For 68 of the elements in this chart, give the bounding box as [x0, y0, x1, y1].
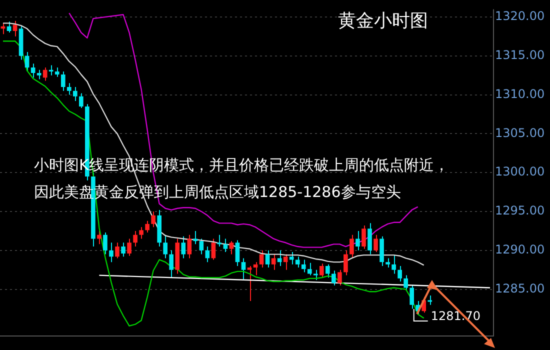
candlestick — [109, 242, 114, 263]
candlestick — [199, 238, 204, 255]
candlestick — [319, 263, 324, 278]
candlestick — [241, 258, 246, 280]
candlestick — [229, 240, 234, 255]
candlestick — [48, 64, 54, 76]
candlestick — [307, 262, 312, 276]
candlestick — [295, 256, 300, 268]
y-tick-label: 1320.00 — [495, 9, 545, 24]
candlestick — [350, 234, 354, 259]
candlestick — [374, 234, 378, 252]
candlestick — [326, 264, 330, 278]
y-tick-label: 1305.00 — [495, 126, 545, 140]
candlestick — [338, 269, 342, 286]
candlestick — [271, 254, 276, 270]
candlestick — [72, 86, 78, 102]
candlestick — [169, 250, 174, 278]
candlestick — [151, 211, 156, 228]
y-tick-label: 1285.00 — [495, 281, 545, 296]
candlestick — [380, 236, 384, 266]
candlestick — [79, 92, 84, 109]
candlestick — [313, 269, 318, 280]
candlestick — [344, 250, 348, 276]
candlestick — [163, 234, 168, 259]
candlestick — [103, 232, 108, 255]
candlestick — [66, 82, 72, 96]
candlestick — [398, 265, 402, 282]
candlestick — [145, 220, 150, 234]
candlestick — [277, 250, 282, 266]
candlestick — [392, 254, 396, 274]
candlestick — [265, 250, 270, 268]
y-tick-label: 1295.00 — [495, 204, 545, 218]
candlestick — [24, 51, 30, 72]
candlestick — [386, 258, 390, 268]
candlestick — [42, 67, 48, 82]
candlestick — [428, 295, 432, 306]
y-tick-label: 1290.00 — [495, 242, 545, 257]
candlestick — [36, 69, 42, 80]
candlestick — [356, 230, 360, 251]
candlestick — [332, 270, 336, 286]
candlestick — [121, 242, 126, 258]
candlestick — [187, 234, 192, 259]
y-tick-label: 1310.00 — [495, 86, 545, 101]
candlestick — [247, 265, 252, 302]
chart-title: 黄金小时图 — [338, 10, 428, 32]
candlestick — [289, 251, 294, 265]
candlestick — [127, 238, 132, 256]
candlestick — [133, 230, 138, 248]
candlestick — [301, 259, 306, 273]
candlestick — [181, 236, 186, 259]
candlestick — [211, 238, 216, 260]
candlestick — [259, 250, 264, 268]
candlestick — [235, 240, 240, 266]
candlestick — [368, 222, 372, 255]
candlestick — [362, 225, 366, 250]
candlestick — [223, 238, 228, 252]
y-tick-label: 1300.00 — [495, 164, 545, 179]
candlestick — [97, 230, 102, 245]
candlestick — [54, 67, 60, 78]
candlestick — [30, 63, 36, 78]
candlestick — [60, 70, 66, 92]
candlestick — [410, 284, 414, 310]
y-tick-label: 1315.00 — [495, 48, 545, 62]
candlestick — [404, 274, 408, 292]
candlestick — [193, 230, 198, 245]
candlestick — [139, 226, 144, 240]
candlestick — [283, 254, 288, 270]
candlestick — [115, 242, 120, 259]
